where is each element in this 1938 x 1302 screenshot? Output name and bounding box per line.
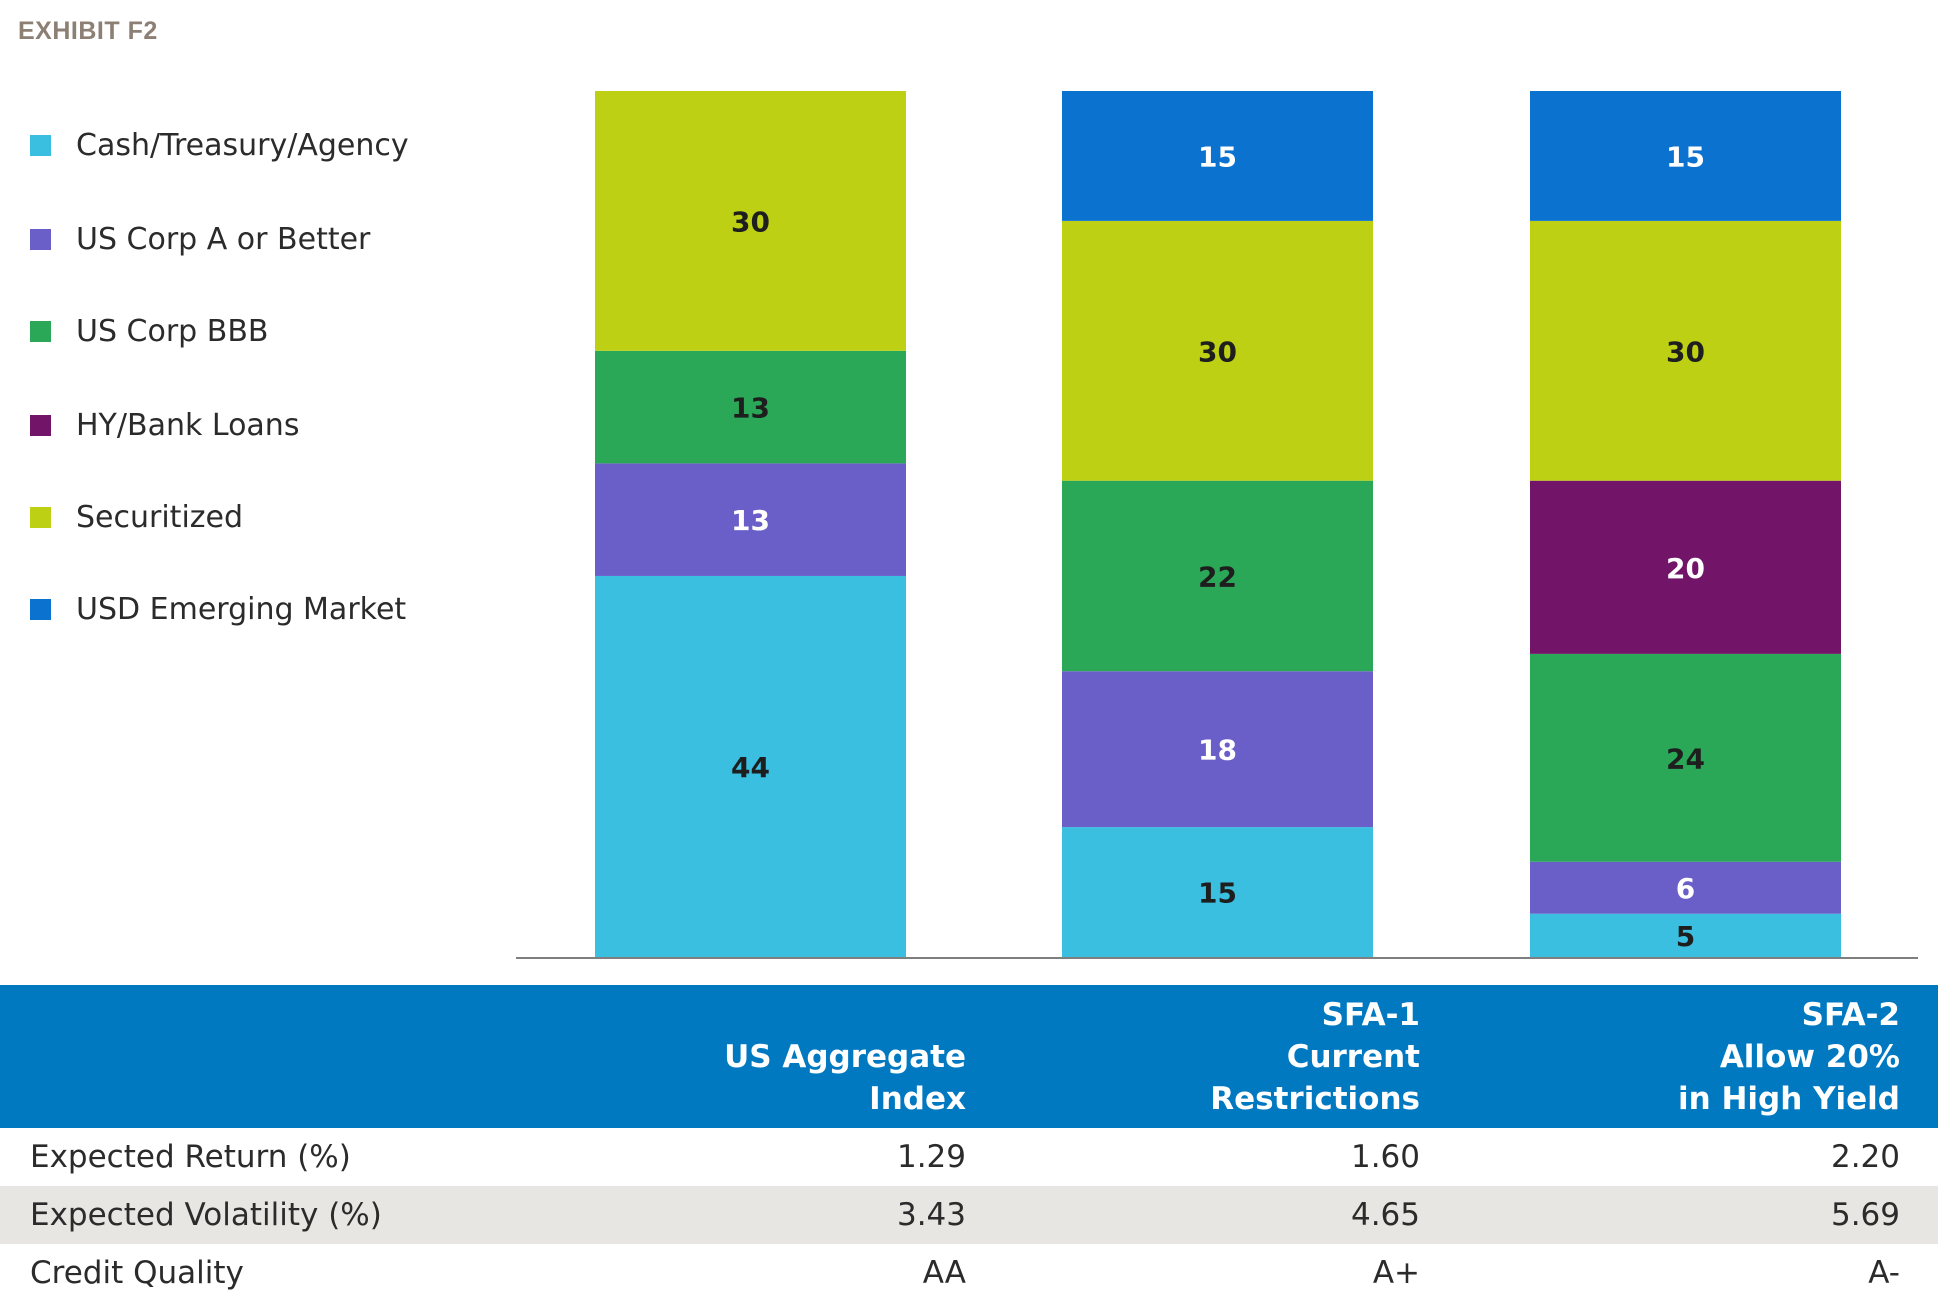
table-cell: 4.65 <box>1350 1197 1420 1233</box>
legend-item: USD Emerging Market <box>30 592 406 627</box>
data-label: 5 <box>1676 920 1695 953</box>
data-label: 6 <box>1676 872 1695 905</box>
bar-segment <box>1530 653 1841 862</box>
legend-swatch <box>30 599 51 620</box>
table-cell: 1.60 <box>1350 1139 1420 1175</box>
bar-segment <box>1530 913 1841 957</box>
bar-segment <box>595 575 906 957</box>
legend-label: US Corp A or Better <box>76 222 371 257</box>
table-cell: 2.20 <box>1830 1139 1900 1175</box>
data-label: 22 <box>1198 560 1237 593</box>
table-header: US Aggregate Index SFA-1 Current Restric… <box>0 985 1938 1128</box>
table-cell: AA <box>922 1255 966 1291</box>
legend-label: Securitized <box>76 500 244 535</box>
bar-segment <box>1062 671 1373 828</box>
data-label: 18 <box>1198 734 1237 767</box>
header-us-aggregate: US Aggregate Index <box>724 1036 966 1120</box>
legend-label: Cash/Treasury/Agency <box>76 128 409 163</box>
bar-segment <box>1530 480 1841 654</box>
data-label: 13 <box>731 392 770 425</box>
legend-label: USD Emerging Market <box>76 592 407 627</box>
data-label: 20 <box>1666 552 1705 585</box>
header-line: Index <box>869 1081 966 1117</box>
header-sfa-1: SFA-1 Current Restrictions <box>1210 994 1420 1120</box>
legend-item: HY/Bank Loans <box>30 408 299 443</box>
legend-item: Securitized <box>30 500 243 535</box>
header-line: SFA-1 <box>1321 997 1420 1033</box>
row-label: Expected Volatility (%) <box>30 1197 382 1233</box>
table-cell: 5.69 <box>1830 1197 1900 1233</box>
bar-segment <box>1530 220 1841 481</box>
data-label: 13 <box>731 504 770 537</box>
data-label: 30 <box>1666 335 1705 368</box>
legend-swatch <box>30 135 51 156</box>
row-label: Expected Return (%) <box>30 1139 351 1175</box>
data-label: 44 <box>731 751 770 784</box>
data-label: 15 <box>1198 877 1237 910</box>
bar-segment <box>1062 827 1373 957</box>
legend-item: US Corp BBB <box>30 314 269 349</box>
metrics-table: US Aggregate Index SFA-1 Current Restric… <box>0 985 1938 1302</box>
legend-item: US Corp A or Better <box>30 222 370 257</box>
bar-segment <box>595 350 906 464</box>
legend-swatch <box>30 507 51 528</box>
bar-segment <box>1530 91 1841 221</box>
table-row: Expected Return (%) 1.29 1.60 2.20 <box>0 1128 1938 1186</box>
row-label: Credit Quality <box>30 1255 244 1291</box>
bar-segment <box>1062 220 1373 481</box>
bar-segment <box>1062 91 1373 221</box>
table-cell: 3.43 <box>896 1197 966 1233</box>
legend-label: HY/Bank Loans <box>76 408 300 443</box>
header-line: SFA-2 <box>1801 997 1900 1033</box>
data-label: 15 <box>1198 140 1237 173</box>
data-label: 30 <box>1198 335 1237 368</box>
table-row: Expected Volatility (%) 3.43 4.65 5.69 <box>0 1186 1938 1244</box>
header-line: Restrictions <box>1210 1081 1420 1117</box>
header-line: in High Yield <box>1677 1081 1900 1117</box>
data-label: 24 <box>1666 742 1705 775</box>
data-label: 30 <box>731 205 770 238</box>
bar-segment <box>1530 861 1841 914</box>
table-cell: A- <box>1868 1255 1900 1291</box>
header-sfa-2: SFA-2 Allow 20% in High Yield <box>1678 994 1900 1120</box>
legend-label: US Corp BBB <box>76 314 269 349</box>
table-cell: A+ <box>1372 1255 1420 1291</box>
bar-segment <box>1062 480 1373 672</box>
legend-item: Cash/Treasury/Agency <box>30 128 409 163</box>
legend-swatch <box>30 415 51 436</box>
bar-segment <box>595 91 906 351</box>
legend-swatch <box>30 321 51 342</box>
legend-swatch <box>30 229 51 250</box>
header-line: Current <box>1286 1039 1420 1075</box>
stacked-bar-chart: 44 13 13 30 15 18 22 30 15 5 6 24 20 30 15 <box>516 91 1918 959</box>
header-line: Allow 20% <box>1719 1039 1900 1075</box>
header-line: US Aggregate <box>724 1039 966 1075</box>
data-label: 15 <box>1666 140 1705 173</box>
table-row: Credit Quality AA A+ A- <box>0 1244 1938 1302</box>
exhibit-title: EXHIBIT F2 <box>18 17 158 45</box>
table-cell: 1.29 <box>896 1139 966 1175</box>
bar-segment <box>595 463 906 576</box>
